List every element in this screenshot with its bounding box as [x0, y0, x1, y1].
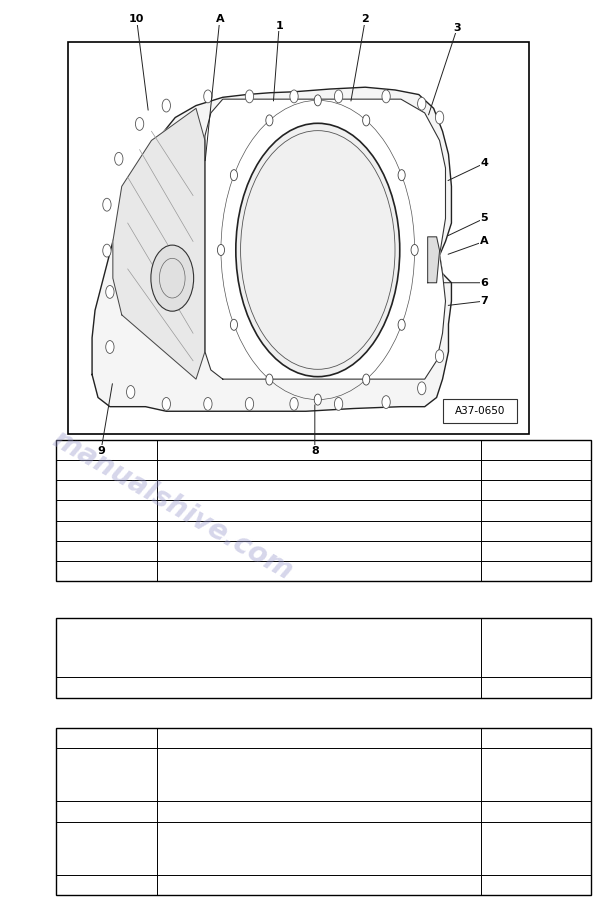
- Circle shape: [314, 394, 321, 405]
- Bar: [443, 399, 517, 423]
- Circle shape: [362, 374, 369, 385]
- Circle shape: [411, 244, 418, 255]
- Text: 10: 10: [129, 15, 144, 24]
- Text: 1: 1: [275, 21, 283, 30]
- Circle shape: [162, 397, 170, 410]
- Circle shape: [314, 95, 321, 106]
- Text: A: A: [480, 237, 488, 246]
- Text: 8: 8: [311, 446, 319, 455]
- Circle shape: [245, 90, 254, 103]
- Circle shape: [290, 90, 298, 103]
- Circle shape: [127, 386, 135, 398]
- Bar: [68, 42, 529, 434]
- Circle shape: [115, 152, 123, 165]
- Text: 2: 2: [361, 15, 369, 24]
- Circle shape: [334, 90, 343, 103]
- Circle shape: [435, 111, 444, 124]
- Circle shape: [151, 245, 194, 311]
- Circle shape: [398, 319, 405, 330]
- Circle shape: [266, 374, 273, 385]
- Text: 4: 4: [480, 159, 488, 168]
- Circle shape: [106, 341, 114, 353]
- Polygon shape: [92, 87, 451, 411]
- Circle shape: [418, 382, 426, 395]
- Circle shape: [230, 319, 238, 330]
- Circle shape: [236, 123, 400, 376]
- Polygon shape: [205, 99, 446, 379]
- Text: 3: 3: [454, 23, 461, 32]
- Circle shape: [204, 90, 212, 103]
- Text: A37-0650: A37-0650: [454, 407, 505, 416]
- Text: manualshive.com: manualshive.com: [48, 424, 298, 586]
- Polygon shape: [428, 237, 440, 283]
- Circle shape: [217, 244, 225, 255]
- Text: 5: 5: [481, 214, 488, 223]
- Circle shape: [103, 244, 111, 257]
- Bar: [56, 440, 591, 581]
- Circle shape: [162, 99, 170, 112]
- Circle shape: [135, 118, 144, 130]
- Text: 7: 7: [480, 297, 488, 306]
- Circle shape: [290, 397, 298, 410]
- Circle shape: [362, 115, 370, 126]
- Circle shape: [435, 350, 444, 363]
- Bar: [56, 728, 591, 895]
- Polygon shape: [113, 108, 205, 379]
- Circle shape: [382, 90, 390, 103]
- Circle shape: [334, 397, 343, 410]
- Circle shape: [266, 115, 273, 126]
- Text: A: A: [216, 15, 224, 24]
- Circle shape: [230, 170, 238, 181]
- Text: 9: 9: [97, 446, 105, 455]
- Circle shape: [398, 170, 405, 181]
- Circle shape: [245, 397, 254, 410]
- Bar: [56, 618, 591, 698]
- Circle shape: [106, 285, 114, 298]
- Circle shape: [103, 198, 111, 211]
- Circle shape: [418, 97, 426, 110]
- Circle shape: [204, 397, 212, 410]
- Circle shape: [382, 396, 390, 409]
- Text: 6: 6: [480, 278, 488, 287]
